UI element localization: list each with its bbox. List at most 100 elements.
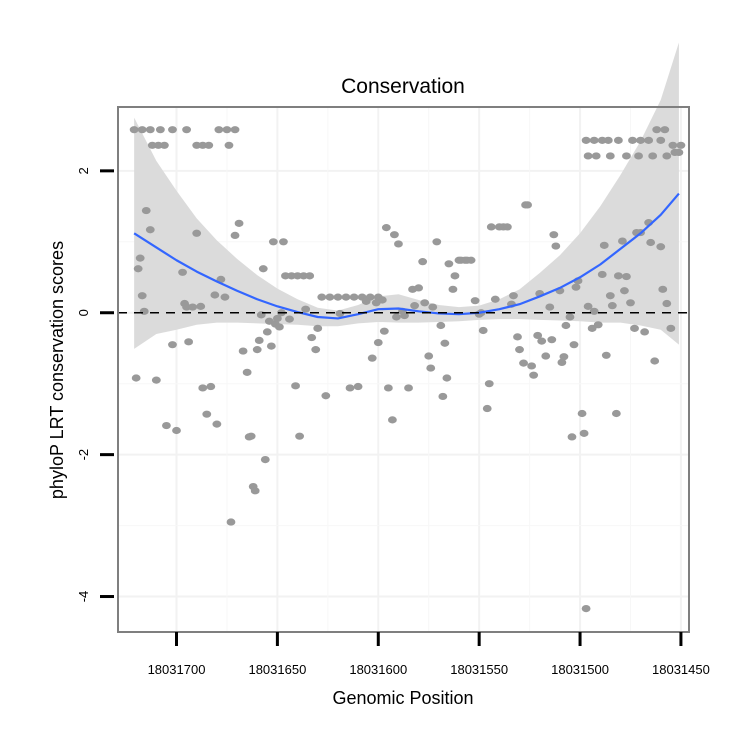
data-point [491, 296, 500, 303]
data-point [346, 384, 355, 391]
data-point [666, 325, 675, 332]
data-point [198, 384, 207, 391]
data-point [255, 337, 264, 344]
data-point [471, 297, 480, 304]
data-point [247, 433, 256, 440]
data-point [451, 272, 460, 279]
data-point [503, 223, 512, 230]
data-point [620, 287, 629, 294]
data-point [650, 357, 659, 364]
data-point [566, 313, 575, 320]
data-point [519, 360, 528, 367]
data-point [192, 230, 201, 237]
data-point [384, 384, 393, 391]
data-point [275, 323, 284, 330]
data-point [572, 284, 581, 291]
data-point [549, 231, 558, 238]
data-point [374, 339, 383, 346]
data-point [551, 242, 560, 249]
data-point [394, 240, 403, 247]
data-point [305, 272, 314, 279]
data-point [541, 352, 550, 359]
data-point [426, 364, 435, 371]
data-point [231, 232, 240, 239]
data-point [279, 238, 288, 245]
data-point [656, 137, 665, 144]
data-point [130, 126, 139, 133]
data-point [239, 347, 248, 354]
data-point [259, 265, 268, 272]
data-point [388, 416, 397, 423]
data-point [594, 321, 603, 328]
data-point [537, 338, 546, 345]
y-axis-label: phyloP LRT conservation scores [47, 241, 67, 499]
data-point [545, 303, 554, 310]
data-point [251, 487, 260, 494]
data-point [378, 296, 387, 303]
data-point [291, 382, 300, 389]
data-point [390, 231, 399, 238]
data-point [662, 152, 671, 159]
data-point [221, 294, 230, 301]
data-point [656, 243, 665, 250]
data-point [483, 405, 492, 412]
data-point [432, 238, 441, 245]
data-point [204, 142, 213, 149]
data-point [321, 392, 330, 399]
data-point [467, 257, 476, 264]
data-point [449, 286, 458, 293]
x-tick-label: 18031600 [349, 662, 407, 677]
data-point [285, 316, 294, 323]
data-point [547, 336, 556, 343]
data-point [168, 341, 177, 348]
x-tick-label: 18031650 [248, 662, 306, 677]
data-point [560, 353, 569, 360]
data-point [442, 374, 451, 381]
y-tick-label: 2 [76, 167, 91, 174]
data-point [660, 126, 669, 133]
data-point [582, 137, 591, 144]
data-point [529, 372, 538, 379]
data-point [362, 298, 371, 305]
data-point [210, 291, 219, 298]
data-point [317, 294, 326, 301]
data-point [301, 306, 310, 313]
data-point [479, 327, 488, 334]
data-point [606, 152, 615, 159]
data-point [652, 126, 661, 133]
data-point [404, 384, 413, 391]
data-point [325, 294, 334, 301]
x-axis-label: Genomic Position [332, 688, 473, 708]
data-point [562, 322, 571, 329]
data-point [311, 346, 320, 353]
data-point [675, 149, 684, 156]
data-point [138, 292, 147, 299]
data-point [140, 308, 149, 315]
data-point [598, 271, 607, 278]
data-point [354, 383, 363, 390]
data-point [600, 242, 609, 249]
data-point [640, 328, 649, 335]
chart-canvas: Conservation 18031700 18031650 18031600 180… [0, 0, 750, 750]
data-point [196, 303, 205, 310]
data-point [334, 294, 343, 301]
data-point [136, 255, 145, 262]
data-point [513, 333, 522, 340]
data-point [243, 369, 252, 376]
data-point [142, 207, 151, 214]
data-point [162, 422, 171, 429]
data-point [188, 303, 197, 310]
data-point [606, 292, 615, 299]
data-point [440, 340, 449, 347]
data-point [658, 286, 667, 293]
data-point [295, 433, 304, 440]
data-point [444, 260, 453, 267]
data-point [580, 430, 589, 437]
data-point [146, 126, 155, 133]
data-point [677, 142, 686, 149]
data-point [578, 410, 587, 417]
data-point [172, 427, 181, 434]
data-point [622, 273, 631, 280]
data-point [184, 338, 193, 345]
data-point [410, 302, 419, 309]
